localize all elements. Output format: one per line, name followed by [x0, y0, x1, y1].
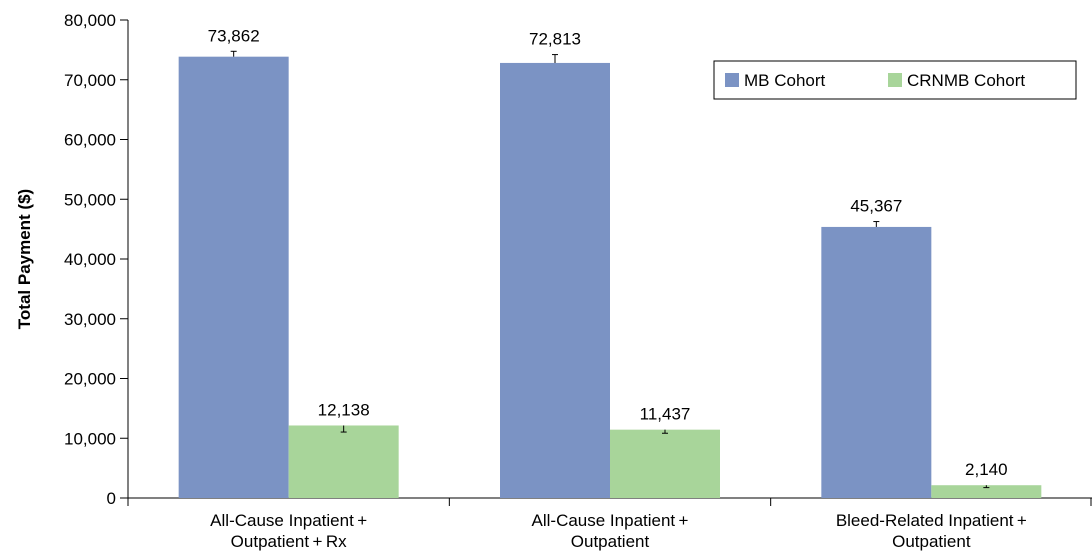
x-category-label: All-Cause Inpatient + Outpatient + Rx	[210, 511, 367, 551]
x-category-label-line: All-Cause Inpatient +	[210, 511, 367, 530]
bar-mb-cohort	[821, 226, 932, 498]
data-label: 11,437	[640, 405, 691, 424]
data-label: 12,138	[318, 400, 370, 419]
y-tick-label: 0	[107, 489, 116, 508]
data-label: 73,862	[208, 26, 260, 45]
y-tick-label: 50,000	[64, 190, 116, 209]
data-label: 2,140	[965, 460, 1008, 479]
legend: MB Cohort CRNMB Cohort	[713, 60, 1077, 100]
x-category-label-line: Outpatient	[571, 532, 650, 551]
data-label: 72,813	[529, 30, 581, 49]
y-axis: 0 10,000 20,000 30,000 40,000 50,000 60,000 70,…	[64, 11, 129, 508]
x-category-label-line: Outpatient	[892, 532, 971, 551]
legend-label: MB Cohort	[744, 71, 826, 90]
y-tick-label: 30,000	[64, 310, 116, 329]
y-tick-label: 10,000	[64, 429, 116, 448]
y-tick-label: 20,000	[64, 370, 116, 389]
data-labels: 73,862 72,813 45,367 12,138 11,437 2,140	[208, 26, 1008, 479]
x-category-label-line: Outpatient + Rx	[231, 532, 347, 551]
legend-swatch	[888, 73, 902, 87]
data-label: 45,367	[850, 197, 902, 216]
x-category-label: All-Cause Inpatient + Outpatient	[532, 511, 689, 551]
y-tick-label: 60,000	[64, 131, 116, 150]
x-axis: All-Cause Inpatient + Outpatient + RxAll-…	[127, 497, 1092, 551]
bar-crnmb-cohort	[931, 485, 1042, 498]
x-category-label-line: Bleed-Related Inpatient +	[836, 511, 1027, 530]
y-axis-title: Total Payment ($)	[15, 189, 34, 329]
y-tick-label: 80,000	[64, 11, 116, 30]
bar-crnmb-cohort	[288, 425, 399, 498]
x-category-label: Bleed-Related Inpatient + Outpatient	[836, 511, 1027, 551]
legend-label: CRNMB Cohort	[907, 71, 1025, 90]
y-tick-label: 70,000	[64, 71, 116, 90]
bar-crnmb-cohort	[610, 429, 720, 498]
x-category-label-line: All-Cause Inpatient +	[532, 511, 689, 530]
bars	[178, 50, 1042, 499]
legend-swatch	[725, 73, 739, 87]
bar-mb-cohort	[178, 56, 289, 498]
bar-mb-cohort	[500, 62, 610, 499]
y-tick-label: 40,000	[64, 250, 116, 269]
